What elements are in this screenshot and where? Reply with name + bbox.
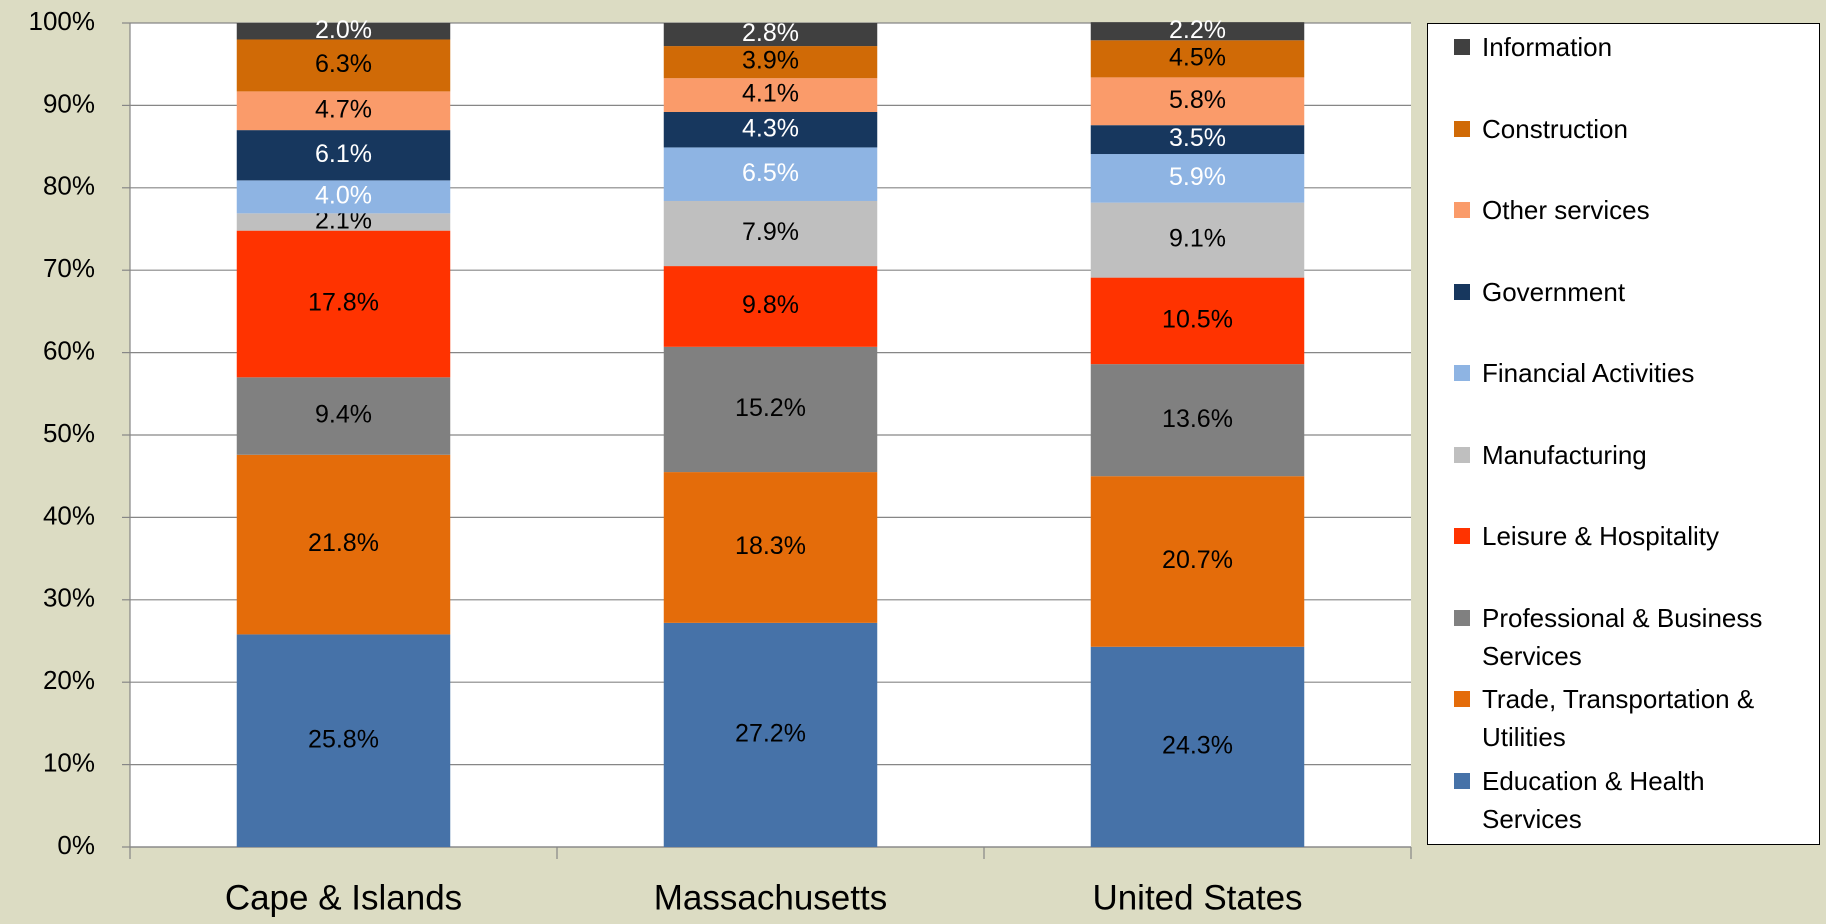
data-label: 27.2% [735,720,806,748]
data-label: 4.5% [1169,43,1226,71]
bar-segment [236,39,451,92]
x-tick-label: Cape & Islands [225,878,462,917]
data-label: 15.2% [735,394,806,422]
data-label: 17.8% [308,289,379,317]
legend-label: Information [1482,32,1613,62]
y-tick-label: 40% [43,500,95,530]
legend-swatch [1454,120,1470,137]
bar-segment [663,78,878,112]
bar-segment [663,147,878,201]
legend-swatch [1454,772,1470,789]
bar-segment [236,213,451,231]
bar-segment [236,91,451,131]
data-label: 9.1% [1169,225,1226,253]
y-tick-label: 60% [43,335,95,365]
data-label: 4.1% [742,80,799,108]
bar-segment [1090,364,1305,477]
bar-segment [236,454,451,635]
bar-segment [663,200,878,267]
data-label: 9.4% [315,401,372,429]
y-tick-label: 90% [43,88,95,118]
bar-segment [1090,646,1305,847]
data-label: 24.3% [1162,731,1233,759]
x-tick-label: Massachusetts [654,878,887,917]
legend-label: Leisure & Hospitality [1482,521,1719,551]
bar-segment [1090,22,1305,41]
legend-swatch [1454,691,1470,707]
bar-segment [236,377,451,455]
legend-swatch [1454,609,1470,626]
data-label: 6.3% [315,50,372,78]
y-tick-label: 70% [43,253,95,283]
legend-swatch [1454,202,1470,218]
legend-swatch [1454,39,1470,55]
bar-segment [663,111,878,148]
x-tick-label: United States [1092,878,1302,917]
y-tick-label: 20% [43,665,95,695]
bar-segment [663,472,878,623]
legend-label: Government [1482,276,1626,307]
data-label: 2.0% [315,16,372,44]
legend-label: Professional & Business Services [1482,602,1763,671]
data-label: 3.9% [742,47,799,75]
data-label: 3.5% [1169,124,1226,152]
legend-label: Manufacturing [1482,439,1647,470]
bar-segment [236,130,451,181]
data-label: 25.8% [308,725,379,753]
bar-segment [1090,476,1305,647]
bar-segment [1090,125,1305,155]
legend-label: Construction [1482,113,1628,144]
legend-swatch [1454,365,1470,381]
bar-segment [1090,277,1305,365]
bar-segment [663,346,878,473]
bar-segment [663,46,878,79]
data-label: 18.3% [735,532,806,560]
data-label: 7.9% [742,218,799,246]
data-label: 20.7% [1162,546,1233,574]
y-tick-label: 100% [29,6,96,36]
bar-segment [663,266,878,347]
data-label: 13.6% [1162,405,1233,433]
bar-segment [1090,202,1305,278]
y-tick-label: 80% [43,171,95,201]
legend-label: Education & Health Services [1482,765,1705,834]
bar-segment [663,23,878,47]
bar-segment [1090,77,1305,126]
data-label: 6.5% [742,159,799,187]
y-tick-label: 10% [43,747,95,777]
legend-label: Other services [1482,195,1650,225]
data-label: 4.7% [315,95,372,123]
data-label: 4.3% [742,114,799,142]
data-label: 5.9% [1169,163,1226,191]
data-label: 5.8% [1169,86,1226,114]
data-label: 9.8% [742,291,799,319]
bar-segment [663,622,878,847]
bar-segment [236,23,451,40]
legend-label: Trade, Transportation & Utilities [1482,684,1755,752]
data-label: 21.8% [308,529,379,557]
data-label: 2.2% [1169,16,1226,44]
bar-segment [236,180,451,214]
y-tick-label: 30% [43,583,95,613]
y-tick-label: 50% [43,418,95,448]
bar-segment [1090,154,1305,203]
data-label: 4.0% [315,181,372,209]
bar-segment [236,634,451,847]
y-tick-label: 0% [57,830,95,860]
legend-swatch [1454,528,1470,544]
data-label: 2.8% [742,19,799,47]
data-label: 10.5% [1162,305,1233,333]
legend-swatch [1454,446,1470,463]
data-label: 6.1% [315,140,372,168]
bar-segment [236,230,451,378]
legend-swatch [1454,283,1470,300]
legend-label: Financial Activities [1482,358,1695,388]
bar-segment [1090,40,1305,78]
legend: Education & Health Services Trade, Transp… [1427,23,1820,845]
